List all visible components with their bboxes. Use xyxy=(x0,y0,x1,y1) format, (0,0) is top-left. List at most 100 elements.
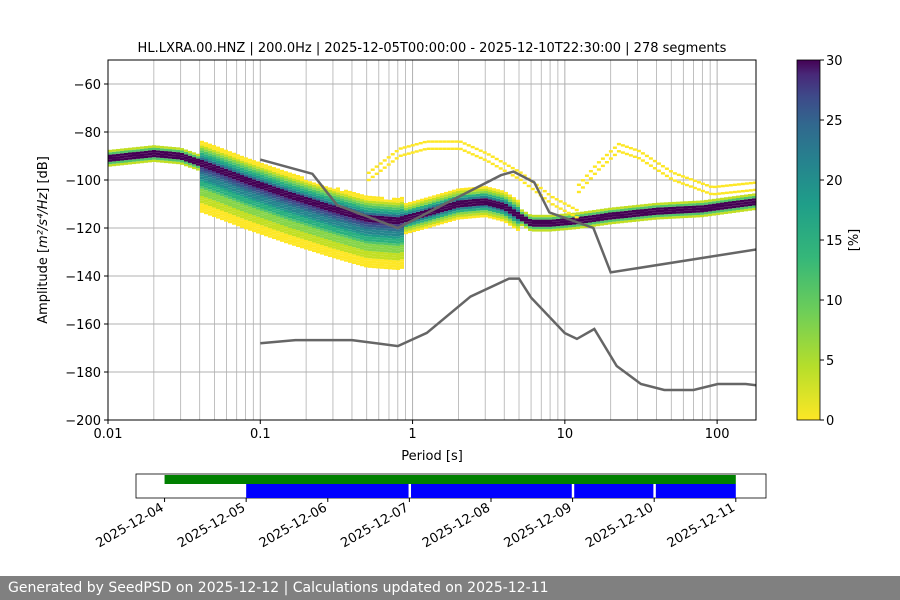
density-cell xyxy=(536,219,540,222)
density-cell xyxy=(476,196,480,199)
density-cell xyxy=(494,165,499,168)
density-cell xyxy=(500,199,504,203)
density-cell xyxy=(288,232,292,235)
density-cell xyxy=(432,212,436,215)
density-cell xyxy=(484,210,488,213)
density-cell xyxy=(252,215,256,218)
density-cell xyxy=(212,214,216,218)
density-cell xyxy=(492,195,496,198)
density-cell xyxy=(188,162,192,166)
density-cell xyxy=(208,206,212,209)
density-cell xyxy=(748,201,752,204)
density-cell xyxy=(384,230,388,234)
density-cell xyxy=(264,185,268,189)
density-cell xyxy=(268,208,272,212)
density-cell xyxy=(220,179,224,182)
density-cell xyxy=(228,168,232,171)
density-cell xyxy=(430,147,435,150)
density-cell xyxy=(144,160,148,163)
density-cell xyxy=(384,259,388,262)
density-cell xyxy=(344,237,348,241)
density-cell xyxy=(220,184,224,187)
density-cell xyxy=(320,223,324,226)
density-cell xyxy=(480,200,484,204)
density-cell xyxy=(208,148,212,151)
density-cell xyxy=(456,188,460,191)
density-cell xyxy=(232,215,236,218)
density-cell xyxy=(260,222,264,226)
density-cell xyxy=(352,239,356,243)
density-cell xyxy=(332,193,336,196)
density-cell xyxy=(528,214,532,217)
density-cell xyxy=(312,218,316,221)
density-cell xyxy=(644,211,648,214)
density-cell xyxy=(744,182,749,185)
density-cell xyxy=(348,198,352,201)
density-cell xyxy=(220,188,224,192)
density-cell xyxy=(304,237,308,240)
density-cell xyxy=(712,213,716,216)
density-cell xyxy=(124,160,128,163)
density-cell xyxy=(212,207,216,210)
density-cell xyxy=(348,200,352,203)
density-cell xyxy=(552,216,556,220)
density-cell xyxy=(236,178,240,181)
density-cell xyxy=(292,212,296,215)
density-cell xyxy=(268,194,272,197)
density-cell xyxy=(624,220,628,223)
density-cell xyxy=(672,179,677,182)
density-cell xyxy=(376,239,380,243)
density-cell xyxy=(612,146,617,149)
density-cell xyxy=(704,207,708,210)
density-cell xyxy=(276,206,280,210)
density-cell xyxy=(284,185,288,189)
density-cell xyxy=(336,254,340,258)
density-cell xyxy=(492,207,496,210)
density-cell xyxy=(240,184,244,188)
density-cell xyxy=(680,213,684,216)
density-cell xyxy=(516,204,520,207)
density-cell xyxy=(570,206,575,210)
density-cell xyxy=(320,208,324,212)
density-cell xyxy=(692,186,697,190)
density-cell xyxy=(296,175,300,178)
density-cell xyxy=(596,223,600,227)
density-cell xyxy=(664,204,668,208)
density-cell xyxy=(312,192,316,195)
density-cell xyxy=(184,149,188,152)
density-cell xyxy=(232,207,236,211)
density-cell xyxy=(244,207,248,211)
density-cell xyxy=(204,175,208,179)
density-cell xyxy=(496,198,500,202)
density-cell xyxy=(204,195,208,198)
density-cell xyxy=(224,185,228,189)
density-cell xyxy=(328,206,332,210)
density-cell xyxy=(566,211,571,215)
density-cell xyxy=(212,195,216,198)
density-cell xyxy=(228,204,232,207)
density-cell xyxy=(388,202,392,205)
density-cell xyxy=(620,144,625,147)
density-cell xyxy=(558,200,563,203)
density-cell xyxy=(392,221,396,225)
density-cell xyxy=(256,214,260,217)
density-cell xyxy=(380,199,384,202)
density-cell xyxy=(360,247,364,250)
density-cell xyxy=(412,215,416,218)
density-cell xyxy=(236,180,240,184)
density-cell xyxy=(120,155,124,159)
density-cell xyxy=(216,165,220,169)
density-cell xyxy=(196,156,200,159)
density-cell xyxy=(344,223,348,226)
density-cell xyxy=(276,235,280,239)
density-cell xyxy=(248,213,252,217)
density-cell xyxy=(200,171,204,175)
density-cell xyxy=(300,185,304,189)
density-cell xyxy=(416,221,420,224)
density-cell xyxy=(418,141,423,145)
density-cell xyxy=(284,178,288,181)
density-cell xyxy=(204,166,208,169)
density-cell xyxy=(574,208,579,212)
density-cell xyxy=(392,228,396,232)
density-cell xyxy=(216,160,220,164)
